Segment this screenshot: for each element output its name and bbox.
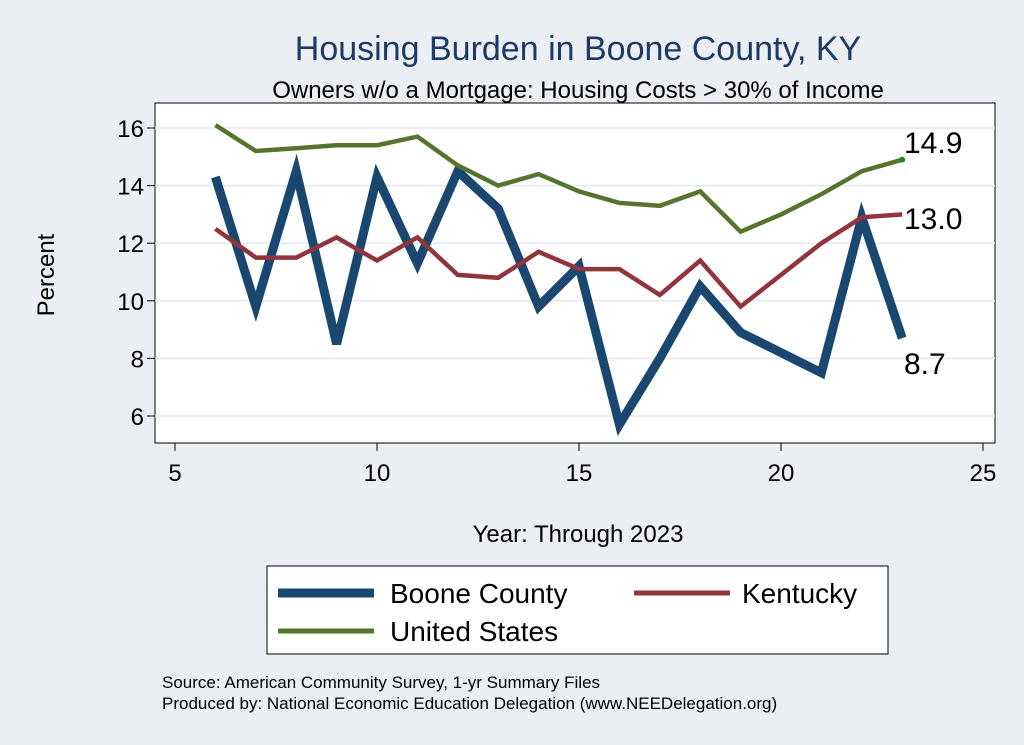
x-tick-label-15: 15 — [566, 460, 593, 487]
legend-label-kentucky: Kentucky — [742, 578, 857, 609]
y-axis-title: Percent — [33, 233, 60, 316]
y-tick-label-6: 6 — [131, 404, 144, 431]
chart-title: Housing Burden in Boone County, KY — [295, 30, 861, 68]
x-tick-label-10: 10 — [364, 460, 391, 487]
series-line-boone-county — [211, 153, 907, 437]
series-line-united-states — [214, 123, 903, 235]
y-tick-label-8: 8 — [131, 346, 144, 373]
legend-label-us: United States — [390, 616, 558, 647]
end-label-kentucky: 13.0 — [904, 203, 962, 236]
chart-subtitle: Owners w/o a Mortgage: Housing Costs > 3… — [272, 77, 884, 104]
y-tick-label-14: 14 — [117, 174, 144, 201]
end-labels: 8.7 13.0 14.9 — [904, 127, 962, 381]
y-tick-label-10: 10 — [117, 289, 144, 316]
y-tick-label-16: 16 — [117, 116, 144, 143]
x-tick-label-5: 5 — [168, 460, 181, 487]
series-lines — [211, 123, 907, 437]
produced-by-note: Produced by: National Economic Education… — [162, 694, 777, 713]
series-line-kentucky — [214, 212, 903, 310]
y-tick-label-12: 12 — [117, 231, 144, 258]
legend-box — [266, 565, 889, 655]
x-tick-label-25: 25 — [970, 460, 997, 487]
source-note: Source: American Community Survey, 1-yr … — [162, 673, 600, 692]
end-label-boone-county: 8.7 — [904, 348, 946, 381]
end-label-united-states: 14.9 — [904, 127, 962, 160]
series-endpoint-united-states — [899, 156, 906, 163]
x-tick-label-20: 20 — [768, 460, 795, 487]
x-axis-title: Year: Through 2023 — [473, 521, 684, 548]
legend-label-boone: Boone County — [390, 578, 567, 609]
axes: 6 8 10 12 14 16 5 10 15 20 25 — [117, 116, 996, 487]
legend: Boone County Kentucky United States — [266, 565, 889, 655]
